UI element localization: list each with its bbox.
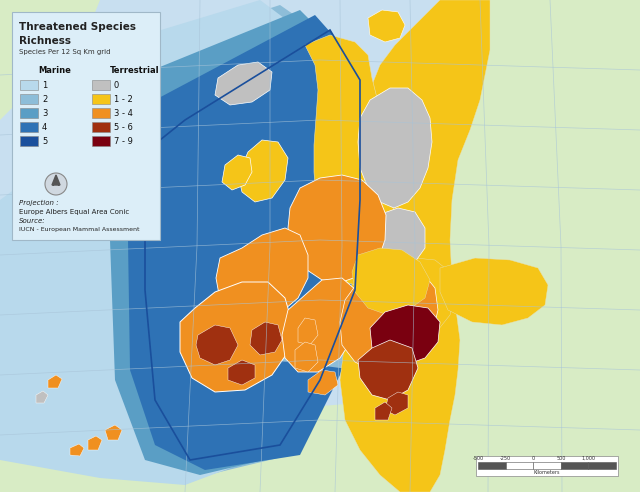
- Polygon shape: [318, 290, 355, 338]
- Polygon shape: [128, 15, 370, 470]
- Polygon shape: [48, 375, 62, 388]
- Polygon shape: [222, 155, 252, 190]
- Text: 0: 0: [532, 456, 535, 461]
- Polygon shape: [196, 325, 238, 365]
- Polygon shape: [358, 88, 432, 208]
- Bar: [476, 456, 618, 476]
- Polygon shape: [70, 444, 84, 456]
- Polygon shape: [385, 392, 408, 415]
- Bar: [92, 122, 110, 132]
- Bar: [20, 108, 38, 118]
- Text: 3 - 4: 3 - 4: [114, 109, 133, 118]
- Text: 7 - 9: 7 - 9: [114, 136, 133, 146]
- Circle shape: [45, 173, 67, 195]
- Polygon shape: [412, 268, 482, 312]
- Polygon shape: [0, 0, 330, 485]
- Text: 3: 3: [42, 109, 47, 118]
- Polygon shape: [358, 340, 418, 400]
- Polygon shape: [370, 305, 440, 365]
- Polygon shape: [88, 436, 102, 450]
- Polygon shape: [305, 35, 394, 285]
- Text: Richness: Richness: [19, 36, 71, 46]
- Polygon shape: [52, 175, 60, 185]
- Polygon shape: [282, 278, 362, 372]
- Bar: [478, 462, 506, 469]
- Text: Europe Albers Equal Area Conic: Europe Albers Equal Area Conic: [19, 209, 129, 215]
- Text: Kilometers: Kilometers: [534, 470, 560, 475]
- Text: 5: 5: [42, 136, 47, 146]
- Polygon shape: [340, 0, 490, 492]
- Text: -250: -250: [500, 456, 511, 461]
- Text: -500: -500: [472, 456, 484, 461]
- Polygon shape: [370, 208, 425, 268]
- Text: IUCN - European Mammal Assessment: IUCN - European Mammal Assessment: [19, 227, 140, 232]
- Polygon shape: [215, 62, 272, 105]
- Polygon shape: [216, 228, 308, 322]
- Polygon shape: [308, 370, 338, 395]
- Polygon shape: [298, 318, 318, 345]
- Bar: [20, 94, 38, 104]
- Polygon shape: [0, 0, 100, 120]
- Polygon shape: [238, 140, 288, 202]
- Polygon shape: [205, 310, 420, 368]
- Bar: [20, 122, 38, 132]
- Text: Projection :: Projection :: [19, 200, 59, 206]
- Polygon shape: [368, 10, 405, 42]
- Text: 4: 4: [42, 123, 47, 131]
- Bar: [20, 136, 38, 146]
- Polygon shape: [340, 265, 438, 372]
- Text: Terrestrial: Terrestrial: [110, 66, 159, 75]
- Polygon shape: [180, 282, 292, 392]
- Bar: [506, 462, 533, 469]
- Polygon shape: [0, 380, 640, 492]
- Text: Species Per 12 Sq Km grid: Species Per 12 Sq Km grid: [19, 49, 111, 55]
- Polygon shape: [440, 258, 548, 325]
- Polygon shape: [288, 175, 386, 282]
- Text: Source:: Source:: [19, 218, 45, 224]
- Polygon shape: [250, 322, 282, 355]
- Text: Marine: Marine: [38, 66, 71, 75]
- Text: 2: 2: [42, 94, 47, 103]
- Text: Threatened Species: Threatened Species: [19, 22, 136, 32]
- Bar: [92, 108, 110, 118]
- Bar: [20, 80, 38, 90]
- Bar: [92, 94, 110, 104]
- Text: 1 - 2: 1 - 2: [114, 94, 132, 103]
- Polygon shape: [338, 140, 398, 225]
- Polygon shape: [95, 5, 355, 478]
- Bar: [561, 462, 588, 469]
- Polygon shape: [228, 360, 255, 385]
- Text: 1: 1: [42, 81, 47, 90]
- Text: 5 - 6: 5 - 6: [114, 123, 133, 131]
- Polygon shape: [368, 258, 455, 340]
- Text: 1,000: 1,000: [581, 456, 595, 461]
- Text: 0: 0: [114, 81, 119, 90]
- Polygon shape: [352, 248, 430, 315]
- Polygon shape: [375, 402, 392, 420]
- Polygon shape: [375, 328, 418, 380]
- Polygon shape: [36, 391, 48, 403]
- Polygon shape: [105, 425, 122, 440]
- Polygon shape: [400, 0, 640, 492]
- Bar: [588, 462, 616, 469]
- Text: 500: 500: [556, 456, 566, 461]
- Bar: [533, 462, 561, 469]
- Polygon shape: [295, 342, 318, 372]
- Bar: [12, 12, 160, 240]
- Bar: [92, 80, 110, 90]
- Bar: [92, 136, 110, 146]
- Polygon shape: [145, 30, 360, 460]
- Polygon shape: [110, 10, 360, 475]
